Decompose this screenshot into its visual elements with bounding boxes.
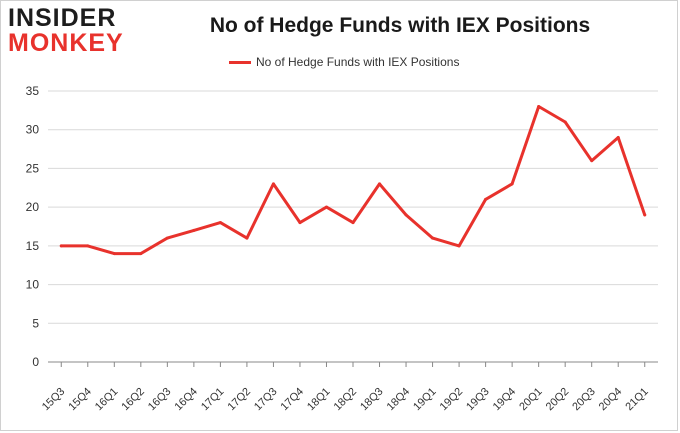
legend-label: No of Hedge Funds with IEX Positions [256, 55, 460, 69]
y-tick-label: 0 [32, 355, 39, 369]
data-point [590, 159, 594, 163]
data-point [139, 252, 143, 256]
data-point [271, 182, 275, 186]
data-point [404, 213, 408, 217]
data-point [324, 205, 328, 209]
x-tick-label: 17Q2 [226, 386, 254, 414]
data-point [484, 197, 488, 201]
data-point [165, 236, 169, 240]
x-tick-label: 19Q3 [464, 386, 492, 414]
y-tick-label: 35 [26, 84, 40, 98]
x-tick-label: 19Q2 [438, 386, 466, 414]
data-point [192, 228, 196, 232]
x-tick-label: 15Q4 [66, 386, 94, 414]
y-tick-label: 30 [26, 123, 40, 137]
data-point [378, 182, 382, 186]
x-tick-label: 20Q2 [544, 386, 572, 414]
data-point [643, 213, 647, 217]
logo-line-1: INSIDER [8, 4, 117, 32]
data-point [86, 244, 90, 248]
x-tick-label: 16Q3 [146, 386, 174, 414]
x-tick-label: 16Q4 [172, 386, 200, 414]
chart-legend: No of Hedge Funds with IEX Positions [0, 52, 680, 72]
data-point [59, 244, 63, 248]
y-tick-label: 25 [26, 161, 40, 175]
x-tick-label: 16Q2 [119, 386, 147, 414]
x-tick-label: 20Q3 [570, 386, 598, 414]
y-tick-label: 15 [26, 239, 40, 253]
x-tick-label: 17Q3 [252, 386, 280, 414]
x-tick-label: 18Q2 [332, 386, 360, 414]
data-point [351, 221, 355, 225]
series-line-0 [59, 105, 647, 256]
x-tick-label: 18Q1 [305, 386, 333, 414]
data-point [537, 104, 541, 108]
x-tick-label: 15Q3 [40, 386, 68, 414]
legend-swatch [229, 61, 251, 64]
x-tick-label: 19Q1 [411, 386, 439, 414]
data-point [563, 120, 567, 124]
data-point [431, 236, 435, 240]
x-tick-label: 17Q1 [199, 386, 227, 414]
x-tick-label: 21Q1 [623, 386, 651, 414]
x-tick-label: 18Q4 [385, 386, 413, 414]
chart-title: No of Hedge Funds with IEX Positions [209, 14, 591, 37]
y-tick-label: 10 [26, 278, 40, 292]
data-point [457, 244, 461, 248]
data-point [510, 182, 514, 186]
x-tick-label: 18Q3 [358, 386, 386, 414]
y-tick-label: 20 [26, 200, 40, 214]
x-tick-label: 16Q1 [93, 386, 121, 414]
data-point [218, 221, 222, 225]
data-point [298, 221, 302, 225]
data-point [245, 236, 249, 240]
logo-line-2: MONKEY [8, 29, 124, 57]
x-tick-label: 20Q4 [597, 386, 625, 414]
insider-monkey-logo: INSIDER MONKEY [8, 6, 128, 56]
data-point [616, 135, 620, 139]
x-tick-label: 20Q1 [517, 386, 545, 414]
y-tick-label: 5 [32, 316, 39, 330]
x-tick-label: 17Q4 [279, 386, 307, 414]
data-point [112, 252, 116, 256]
x-tick-label: 19Q4 [491, 386, 519, 414]
